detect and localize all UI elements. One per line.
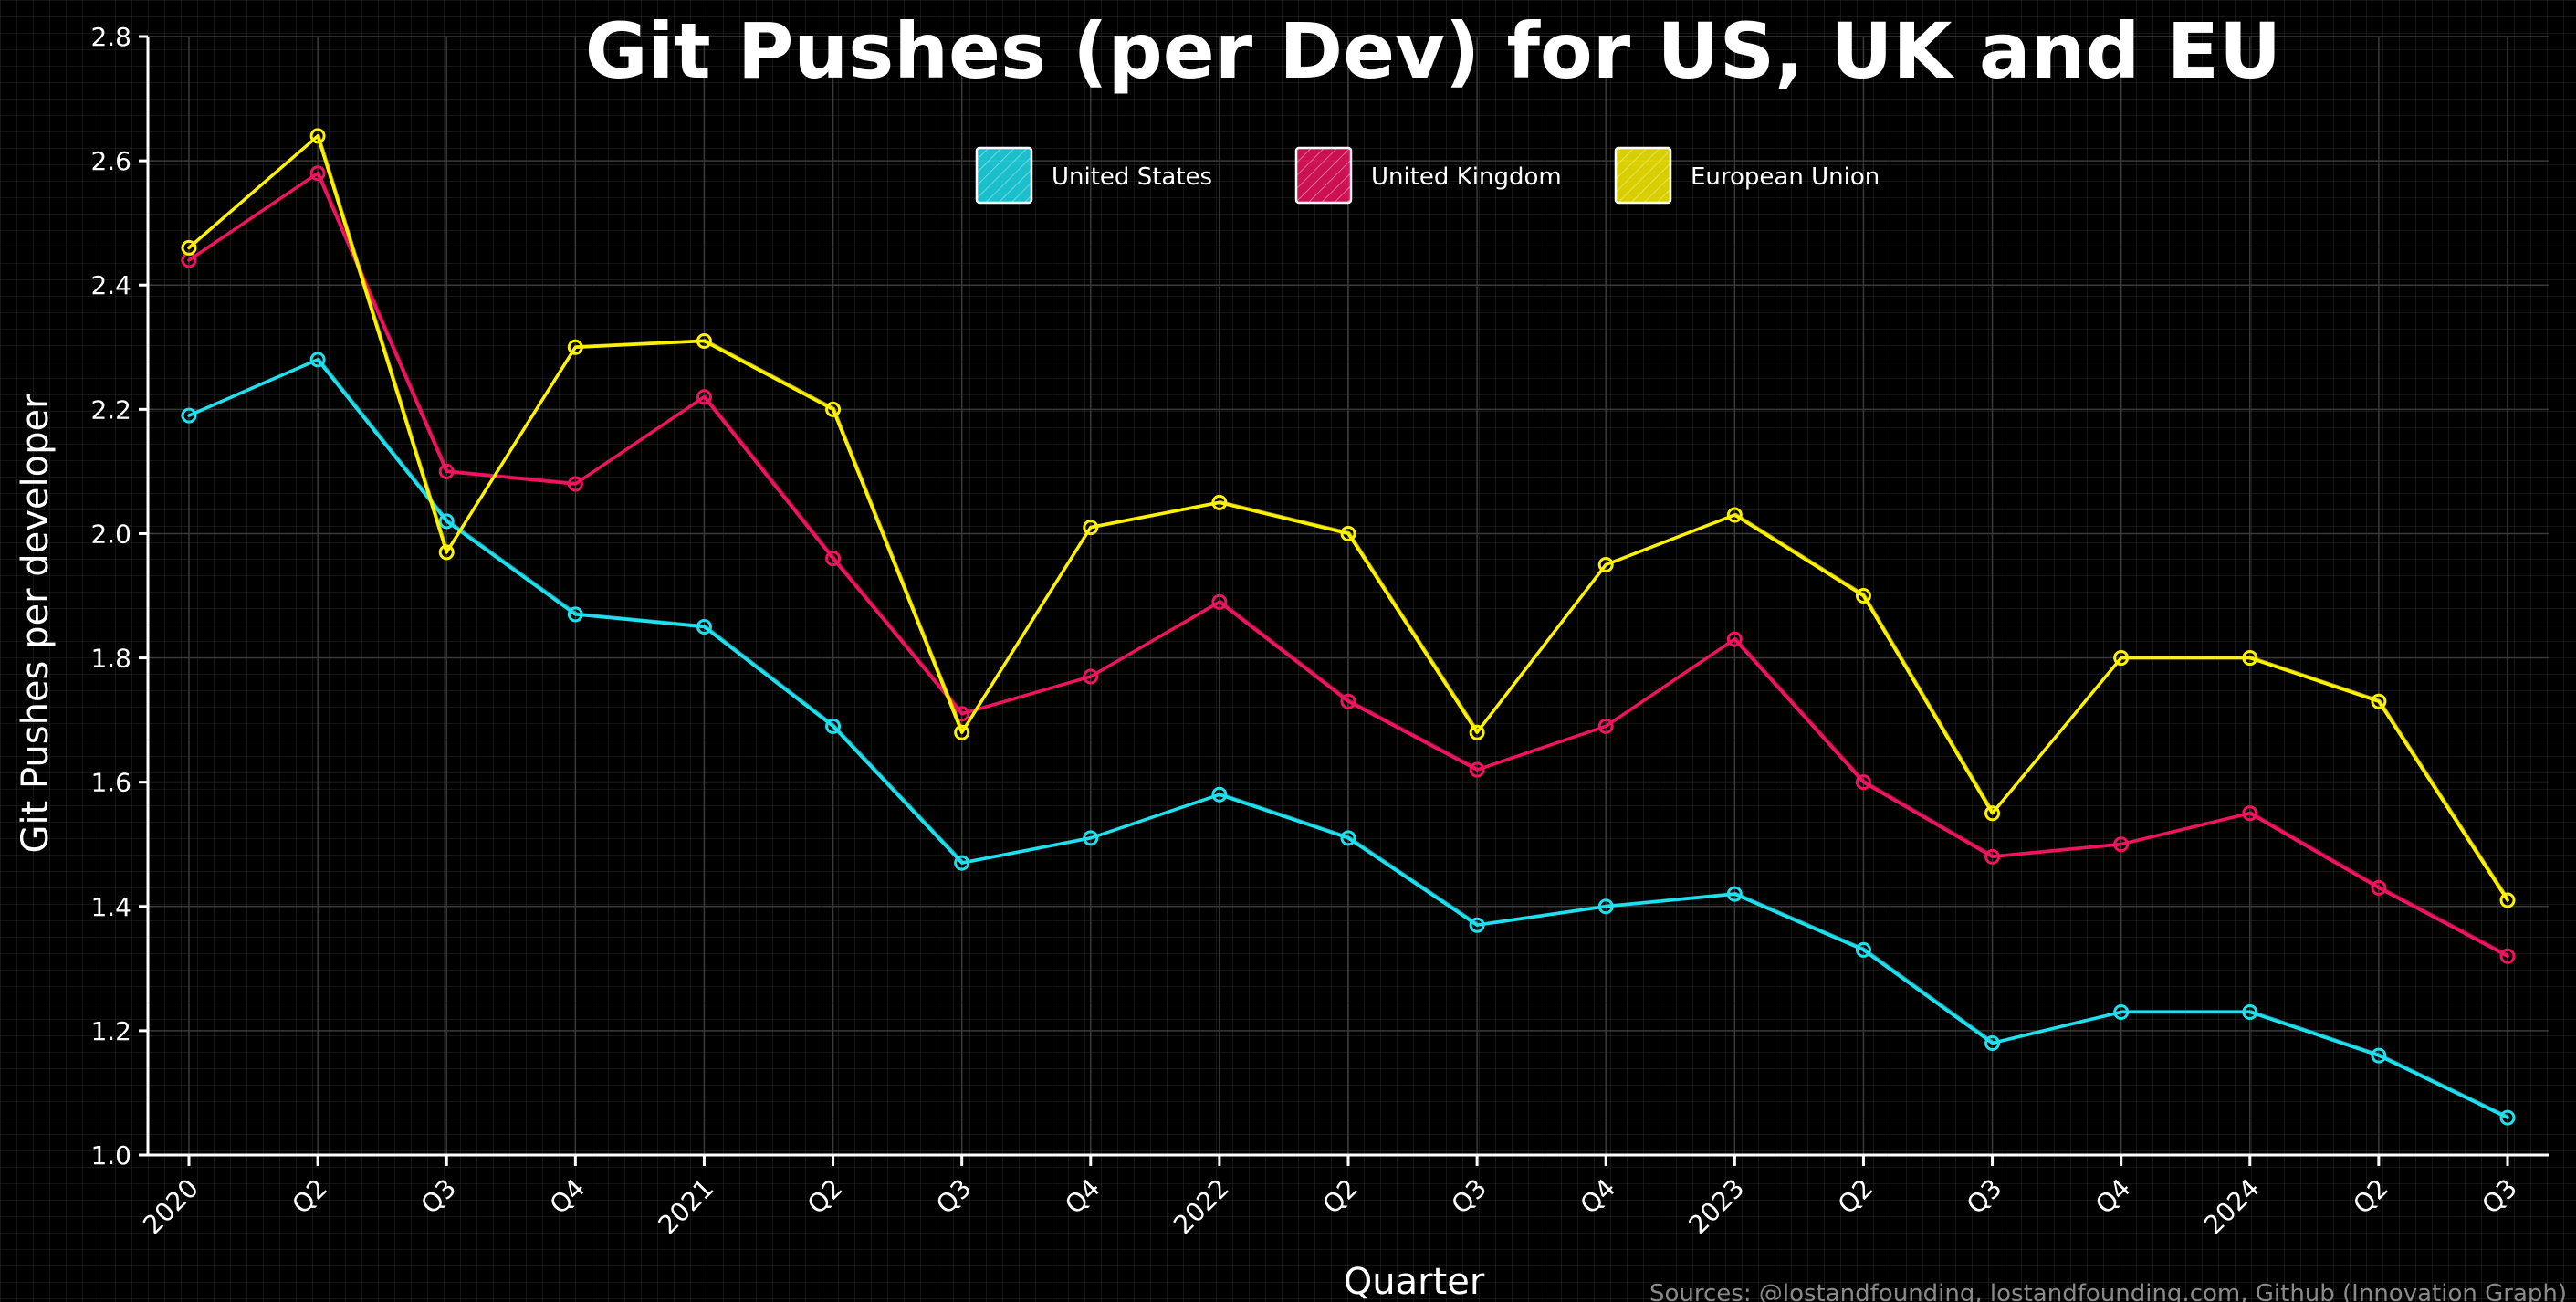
series-line-sketch [190, 133, 2510, 899]
legend-swatch-border [1294, 146, 1353, 205]
legend-swatch-hatch [1296, 148, 1351, 203]
data-point [1083, 520, 1099, 536]
data-point [567, 339, 583, 355]
data-point [1211, 786, 1228, 803]
data-point [825, 551, 842, 567]
data-point [567, 476, 583, 492]
data-point [309, 352, 326, 368]
data-point [181, 407, 197, 424]
y-tick-label: 1.4 [90, 892, 131, 922]
data-point [1597, 556, 1614, 572]
data-point [1597, 898, 1614, 915]
legend: United States United Kingdom European Unio… [975, 146, 1880, 205]
data-point [1726, 507, 1743, 523]
legend-swatch-hatch [1616, 148, 1670, 203]
data-point [2113, 650, 2130, 667]
source-note: Sources: @lostandfounding, lostandfoundi… [1649, 1280, 2567, 1302]
data-point [2113, 1003, 2130, 1020]
y-axis-ticks: 1.0 1.2 1.4 1.6 1.8 2.0 2.2 2.4 2.6 2.8 [90, 22, 148, 1171]
series-line [187, 358, 2509, 1119]
series-united-kingdom [181, 165, 2516, 964]
legend-item: United Kingdom [1294, 146, 1562, 205]
data-point [1855, 774, 1871, 791]
data-point [1984, 1035, 2001, 1051]
data-point [2499, 948, 2516, 964]
series-line-sketch [190, 357, 2509, 1118]
chart-title: Git Pushes (per Dev) for US, UK and EU [585, 6, 2282, 96]
y-tick-label: 2.6 [90, 146, 131, 176]
data-point [309, 165, 326, 182]
data-point [1211, 593, 1228, 610]
data-point [1855, 941, 1871, 958]
data-point [1984, 848, 2001, 865]
data-point [1340, 525, 1356, 541]
legend-swatch-border [1614, 146, 1672, 205]
data-point [2242, 1003, 2258, 1020]
data-point [2499, 892, 2516, 908]
data-point [567, 606, 583, 623]
data-point [1855, 588, 1871, 604]
series-line [187, 171, 2509, 958]
legend-label: United States [1052, 163, 1212, 191]
data-point [1984, 805, 2001, 822]
data-point [2371, 879, 2387, 896]
data-point [1340, 830, 1356, 846]
data-point [2242, 650, 2258, 667]
legend-swatch-border [975, 146, 1033, 205]
data-point [1469, 724, 1485, 740]
legend-item: European Union [1614, 146, 1880, 205]
series-line-sketch [190, 171, 2509, 956]
y-axis-label: Git Pushes per developer [15, 394, 57, 854]
data-point [1083, 668, 1099, 685]
data-point [825, 718, 842, 734]
y-tick-label: 1.6 [90, 768, 131, 798]
series-european-union [181, 128, 2516, 908]
data-point [954, 724, 970, 740]
y-tick-label: 2.0 [90, 519, 131, 549]
legend-label: United Kingdom [1371, 163, 1562, 191]
data-point [2371, 693, 2387, 709]
data-point [696, 332, 712, 349]
data-point [309, 128, 326, 144]
y-tick-label: 1.0 [90, 1140, 131, 1171]
data-point [181, 239, 197, 256]
legend-label: European Union [1691, 163, 1880, 191]
data-point [438, 544, 455, 561]
data-point [1726, 886, 1743, 902]
legend-swatch-hatch [977, 148, 1031, 203]
series-united-states [181, 352, 2516, 1126]
data-point [2113, 836, 2130, 853]
data-point [825, 401, 842, 417]
data-point [1340, 693, 1356, 709]
y-tick-label: 2.8 [90, 22, 131, 52]
data-point [438, 513, 455, 530]
data-point [438, 463, 455, 479]
y-tick-label: 2.2 [90, 394, 131, 425]
data-point [1469, 917, 1485, 933]
data-point [1469, 761, 1485, 778]
data-point [2242, 805, 2258, 822]
y-tick-label: 1.2 [90, 1016, 131, 1046]
data-point [1083, 830, 1099, 846]
y-tick-label: 2.4 [90, 270, 131, 300]
series-layer [181, 128, 2516, 1126]
legend-item: United States [975, 146, 1212, 205]
data-point [696, 389, 712, 405]
data-point [2499, 1109, 2516, 1126]
data-point [2371, 1047, 2387, 1064]
data-point [1211, 494, 1228, 510]
x-axis-label: Quarter [1344, 1261, 1485, 1302]
data-point [696, 619, 712, 635]
data-point [1726, 631, 1743, 647]
data-point [954, 855, 970, 871]
data-point [1597, 718, 1614, 734]
y-tick-label: 1.8 [90, 644, 131, 674]
